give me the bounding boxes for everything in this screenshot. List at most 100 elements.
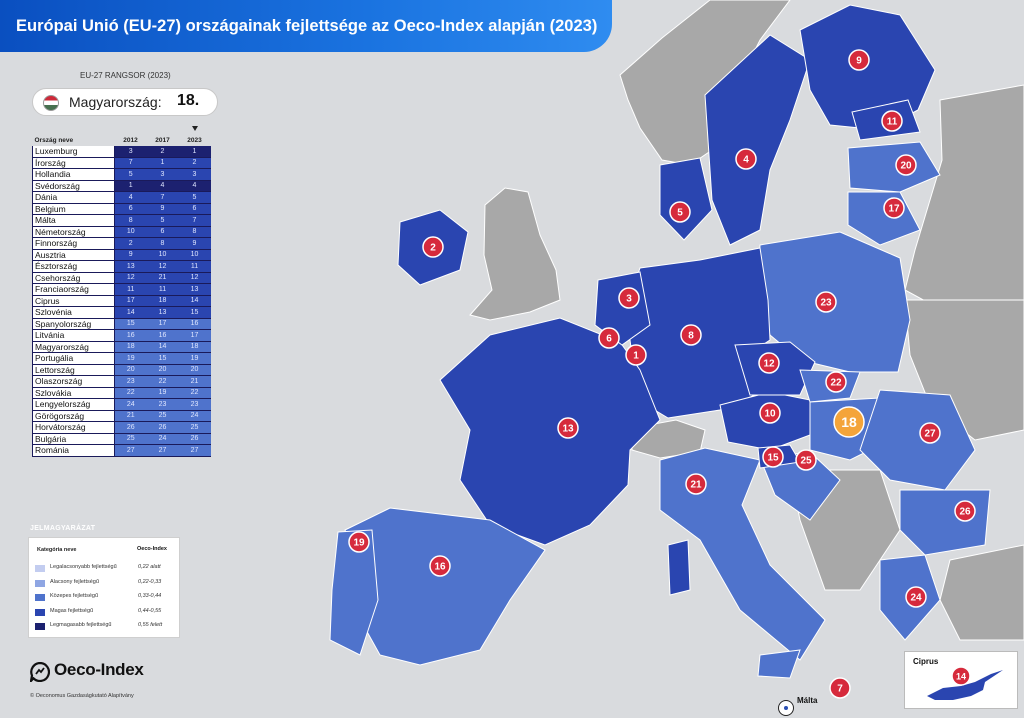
country-name: Lettország	[32, 364, 115, 376]
region-sweden	[704, 34, 811, 246]
rank-2023: 12	[178, 272, 211, 284]
legend-title: Kategória neve	[37, 547, 77, 553]
malta-rank-label: 7	[837, 684, 843, 695]
rank-marker-label: 5	[677, 208, 683, 219]
cyprus-rank-label: 14	[956, 672, 966, 682]
legend-swatch	[35, 594, 45, 601]
malta-rank-marker	[829, 677, 851, 699]
rank-marker-label: 24	[910, 593, 922, 604]
country-name: Szlovénia	[32, 306, 115, 319]
rank-marker-label: 10	[764, 409, 776, 420]
country-name: Svédország	[32, 180, 115, 192]
legend-item: Legmagasabb fejlettségű 0,55 felett	[35, 620, 175, 633]
country-name: Spanyolország	[32, 318, 115, 330]
table-row: Franciaország 11 11 13	[32, 283, 211, 296]
legend-range: 0,33-0,44	[138, 593, 162, 599]
region-portugal	[329, 529, 379, 656]
table-row: Horvátország 26 26 25	[32, 421, 211, 434]
cyprus-rank-marker	[951, 666, 971, 686]
rank-marker	[919, 422, 941, 444]
rank-2023: 25	[178, 421, 211, 434]
table-row: Németország 10 6 8	[32, 226, 211, 238]
rank-marker	[735, 148, 757, 170]
legend-item: Magas fejlettségű 0,44-0,55	[35, 606, 175, 619]
rank-marker	[422, 236, 444, 258]
rank-marker	[905, 586, 927, 608]
table-row: Belgium 6 9 6	[32, 203, 211, 215]
table-header-row: Ország neve 2012 2017 2023	[33, 126, 211, 146]
rank-marker	[759, 402, 781, 424]
rank-2023: 11	[178, 260, 211, 273]
country-name: Finnország	[32, 237, 115, 250]
rank-marker-label: 19	[353, 538, 365, 549]
rank-2017: 6	[146, 226, 179, 238]
malta-inset-title: Málta	[797, 696, 818, 705]
country-name: Lengyelország	[32, 398, 115, 411]
rank-marker-label: 16	[434, 562, 446, 573]
legend-brand: Oeco-Index	[137, 546, 167, 552]
rank-2023: 21	[178, 375, 211, 388]
legend-swatch	[35, 608, 45, 616]
rank-2017: 26	[146, 421, 179, 434]
rank-marker	[685, 473, 707, 495]
rank-marker	[618, 287, 640, 309]
legend-label: Legmagasabb fejlettségű	[50, 622, 112, 628]
rank-2023: 7	[178, 214, 211, 227]
table-row: Litvánia 16 16 17	[32, 329, 211, 342]
country-name: Csehország	[32, 272, 115, 284]
rank-2017: 13	[146, 306, 179, 319]
rank-2023: 26	[178, 433, 211, 445]
rank-marker-label: 1	[633, 351, 639, 362]
rank-2012: 22	[114, 387, 147, 399]
rank-2023: 24	[178, 410, 211, 422]
rank-2017: 9	[146, 203, 179, 215]
rank-2012: 25	[114, 433, 147, 445]
rank-2023: 8	[178, 226, 211, 238]
rank-2017: 27	[146, 444, 179, 457]
column-header-country: Ország neve	[34, 137, 74, 144]
rank-marker-label: 3	[626, 294, 632, 305]
table-row: Észtország 13 12 11	[32, 260, 211, 273]
rank-2023: 13	[178, 283, 211, 296]
country-name: Írország	[32, 157, 115, 169]
column-header-2012: 2012	[123, 137, 138, 144]
hungary-rank: 18.	[177, 92, 200, 109]
rank-marker	[758, 352, 780, 374]
rank-2012: 11	[114, 283, 147, 296]
column-header-2017: 2017	[155, 137, 170, 144]
rank-2017: 5	[146, 214, 179, 227]
rank-2012: 7	[114, 157, 147, 169]
rank-2017: 19	[146, 387, 179, 399]
table-row: Szlovénia 14 13 15	[32, 306, 211, 319]
rank-2023: 18	[178, 341, 211, 353]
rank-2012: 9	[114, 249, 147, 261]
legend-swatch	[35, 565, 45, 572]
rank-2012: 4	[114, 191, 147, 204]
country-name: Szlovákia	[32, 387, 115, 399]
region-italy	[659, 447, 826, 661]
country-name: Málta	[32, 214, 115, 227]
rank-2012: 20	[114, 364, 147, 376]
rank-marker	[429, 555, 451, 577]
rank-marker-label: 2	[430, 243, 436, 254]
rank-2023: 23	[178, 398, 211, 411]
hungary-rank-pill: Magyarország: 18.	[32, 88, 218, 116]
country-name: Németország	[32, 226, 115, 238]
cyprus-inset-title: Ciprus	[913, 657, 939, 666]
rank-marker	[598, 327, 620, 349]
legend-item: Alacsony fejlettségű 0,22-0,33	[35, 577, 175, 590]
country-name: Ciprus	[32, 295, 115, 307]
rank-marker-label: 27	[924, 429, 936, 440]
rank-2023: 20	[178, 364, 211, 376]
region-latvia	[847, 141, 941, 193]
rank-marker	[348, 531, 370, 553]
rank-2012: 8	[114, 214, 147, 227]
region-uk	[469, 187, 561, 321]
speech-bubble-logo-icon	[30, 662, 50, 682]
hungary-label: Magyarország:	[69, 94, 162, 110]
rank-2023: 9	[178, 237, 211, 250]
rank-marker	[557, 417, 579, 439]
table-row: Csehország 12 21 12	[32, 272, 211, 284]
rank-marker-label: 15	[767, 453, 779, 464]
rank-2012: 16	[114, 329, 147, 342]
